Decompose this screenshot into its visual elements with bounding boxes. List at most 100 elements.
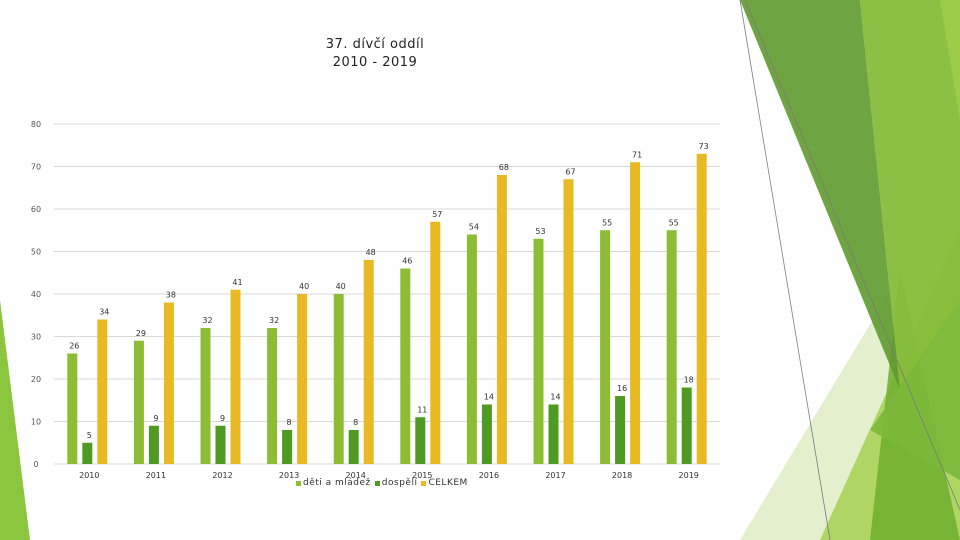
x-tick-label: 2016	[479, 471, 499, 480]
bar	[430, 221, 441, 464]
legend-item: dospělí	[374, 478, 418, 488]
data-label: 48	[366, 248, 376, 257]
bar	[400, 268, 411, 464]
bar	[666, 230, 677, 464]
deco-triangle-left	[0, 300, 30, 540]
data-label: 5	[87, 431, 92, 440]
data-label: 29	[136, 329, 146, 338]
bar	[600, 230, 611, 464]
legend-swatch	[296, 480, 301, 486]
data-label: 38	[166, 291, 176, 300]
deco-triangle-top-dark	[740, 0, 900, 390]
deco-triangle-mid-green	[870, 300, 960, 480]
legend-label: dospělí	[381, 478, 418, 488]
chart-title: 37. dívčí oddíl	[325, 37, 425, 52]
bar	[267, 328, 278, 464]
x-tick-label: 2011	[146, 471, 166, 480]
y-tick-label: 10	[31, 418, 41, 427]
data-label: 11	[417, 405, 427, 414]
data-label: 16	[617, 384, 627, 393]
bar	[215, 425, 226, 464]
bar	[200, 328, 211, 464]
data-label: 9	[220, 414, 225, 423]
data-label: 57	[432, 210, 442, 219]
data-label: 71	[632, 150, 642, 159]
data-label: 53	[535, 227, 545, 236]
x-tick-label: 2019	[679, 471, 699, 480]
data-label: 73	[699, 142, 709, 151]
bar	[230, 289, 241, 464]
data-label: 40	[336, 282, 346, 291]
bar	[466, 234, 477, 464]
x-tick-label: 2017	[545, 471, 565, 480]
x-tick-label: 2014	[346, 471, 366, 480]
bar	[681, 387, 692, 464]
data-label: 67	[565, 167, 575, 176]
data-labels: 26 5 34 29 9 38 32 9 41 32 8 40 40 8 48 46 11 57 54 14 68 53 1…	[69, 142, 709, 440]
bar	[533, 238, 544, 464]
legend-label: CELKEM	[428, 478, 468, 488]
bar	[548, 404, 559, 464]
bar	[82, 442, 93, 464]
data-label: 26	[69, 342, 79, 351]
bar	[630, 162, 641, 464]
data-label: 40	[299, 282, 309, 291]
chart-subtitle: 2010 - 2019	[332, 55, 418, 70]
y-tick-label: 60	[31, 205, 41, 214]
x-tick-label: 2012	[212, 471, 232, 480]
data-label: 8	[287, 418, 292, 427]
bar	[297, 294, 308, 464]
bar	[363, 260, 374, 464]
x-tick-label: 2018	[612, 471, 632, 480]
x-axis-ticks: 2010 2011 2012 2013 2014 2015 2016 2017 2018 2019	[79, 471, 699, 480]
deco-triangle-top-right	[940, 0, 960, 120]
y-tick-label: 50	[31, 248, 41, 257]
data-label: 14	[550, 393, 560, 402]
legend-item: děti a mládež	[296, 478, 371, 488]
bar	[148, 425, 159, 464]
legend-swatch	[374, 480, 380, 486]
deco-line-1	[739, 0, 831, 540]
data-label: 8	[353, 418, 358, 427]
data-label: 34	[99, 308, 109, 317]
data-label: 68	[499, 163, 509, 172]
bar	[282, 430, 293, 464]
x-tick-label: 2010	[79, 471, 99, 480]
y-tick-label: 0	[33, 460, 38, 469]
y-tick-label: 70	[31, 163, 41, 172]
x-tick-label: 2013	[279, 471, 299, 480]
legend-item: CELKEM	[421, 478, 467, 488]
bar	[67, 353, 78, 464]
data-label: 54	[469, 223, 479, 232]
y-tick-label: 40	[31, 290, 41, 299]
bar	[615, 396, 626, 464]
bar	[333, 294, 344, 464]
legend: děti a mládež dospělí CELKEM	[296, 478, 468, 488]
data-label: 55	[669, 218, 679, 227]
data-label: 32	[202, 316, 212, 325]
bar	[415, 417, 426, 464]
bar	[348, 430, 359, 464]
deco-line-2	[744, 0, 960, 511]
x-tick-label: 2015	[412, 471, 432, 480]
y-tick-label: 20	[31, 375, 41, 384]
data-label: 14	[484, 393, 494, 402]
bar	[481, 404, 492, 464]
legend-swatch	[421, 480, 427, 486]
deco-triangle-top-light	[860, 0, 960, 390]
data-label: 9	[153, 414, 158, 423]
bar	[97, 319, 108, 464]
y-axis-ticks: 0 10 20 30 40 50 60 70 80	[31, 120, 41, 469]
y-tick-label: 80	[31, 120, 41, 129]
bar	[163, 302, 174, 464]
data-label: 41	[232, 278, 242, 287]
bar	[133, 340, 144, 464]
legend-label: děti a mládež	[303, 478, 371, 488]
data-label: 46	[402, 257, 412, 266]
bar	[496, 175, 507, 464]
data-label: 18	[684, 376, 694, 385]
bar	[696, 153, 707, 464]
data-label: 32	[269, 316, 279, 325]
